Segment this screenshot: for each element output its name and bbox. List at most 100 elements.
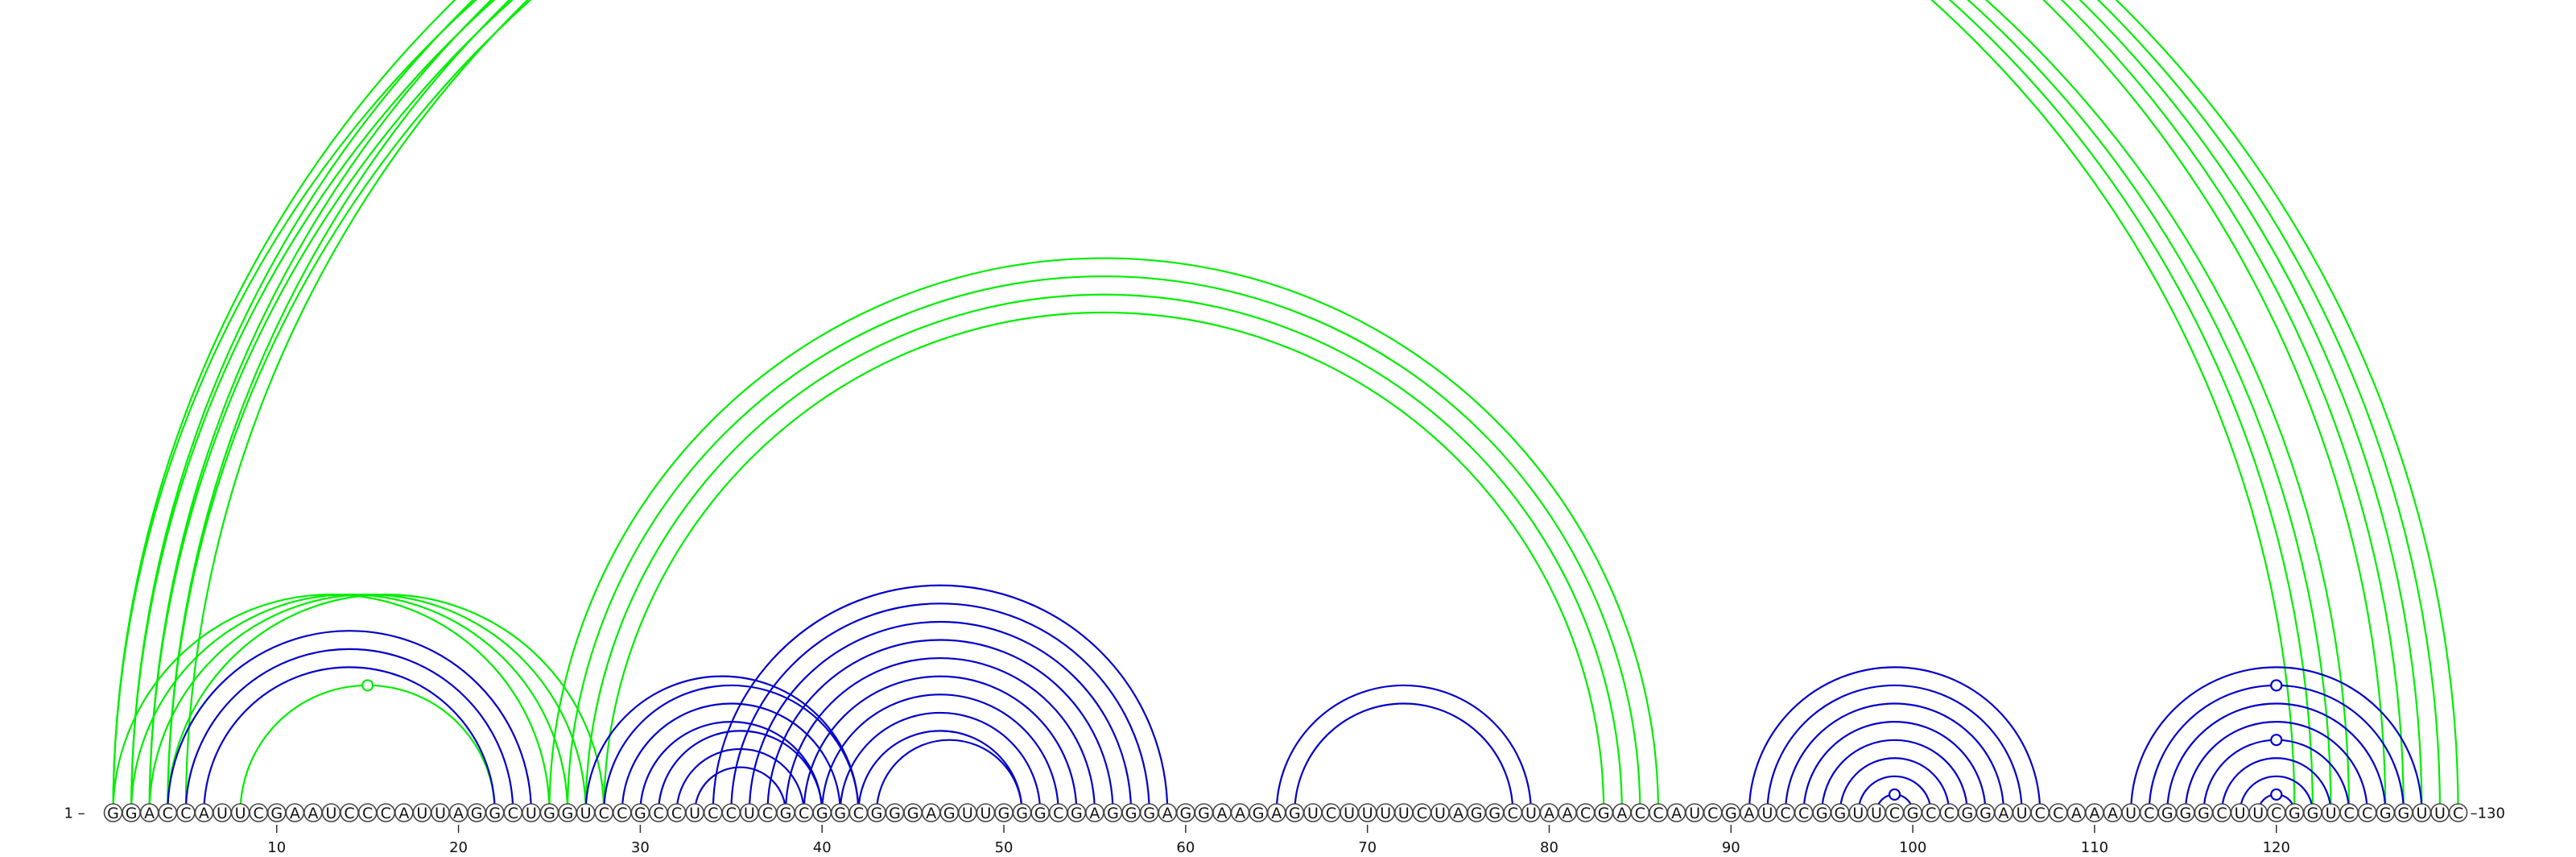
nucleotide-letter: G [943,805,956,822]
pseudoknot-base-pair-arc [584,293,1623,814]
nucleotide-letter: U [1398,805,1410,822]
nucleotide-letter: G [107,805,119,822]
nucleotide: C [1630,803,1650,822]
nucleotide: G [1012,803,1032,822]
nested-base-pair-arc [821,693,1059,814]
nested-base-pair-arc [675,747,805,814]
nucleotide-letter: C [671,805,682,822]
nucleotide-letter: G [1816,805,1828,822]
nucleotide: G [1975,803,1996,822]
nucleotide-letter: A [1671,805,1682,822]
nucleotide: C [1412,803,1432,822]
nucleotide-letter: U [235,805,246,822]
nucleotide-letter: C [853,805,864,822]
nucleotide-letter: C [1053,805,1063,822]
pseudoknot-base-pair-arc [566,275,1641,814]
nucleotide-letter: C [599,805,609,822]
nucleotide: A [2103,803,2123,822]
nested-base-pair-arc [748,621,1133,814]
nucleotide-letter: U [689,805,700,822]
nucleotide-letter: C [1889,805,1900,822]
sequence-start-label: 1 – [64,805,85,822]
nucleotide-letter: A [1271,805,1282,822]
nucleotide: U [1521,803,1541,822]
nucleotide: U [2230,803,2250,822]
nucleotide: A [1740,803,1759,822]
nucleotide: C [2048,803,2068,822]
arc-apex-marker [2270,788,2283,801]
nucleotide: U [1340,803,1359,822]
pseudoknot-base-pair-arc [167,0,2351,814]
pseudoknot-base-pair-arc [167,0,2440,813]
nucleotide: C [1048,803,1068,822]
nucleotide: G [776,803,795,822]
nucleotide-letter: U [2125,805,2136,822]
nucleotide: G [939,803,960,822]
nucleotide-letter: U [1362,805,1373,822]
nucleotide-letter: A [453,805,464,822]
nucleotide-letter: C [2053,805,2063,822]
nucleotide-letter: C [2144,805,2154,822]
nucleotide-letter: G [2180,805,2192,822]
nested-base-pair-arc [2220,757,2332,814]
axis-tick-label: 40 [813,839,832,856]
nucleotide: G [2376,803,2396,822]
nucleotide: G [1594,803,1614,822]
nucleotide-letter: C [2343,805,2354,822]
nucleotide-letter: A [1453,805,1463,822]
nucleotide: U [213,803,232,822]
nucleotide-letter: C [726,805,737,822]
nucleotide-letter: U [1852,805,1864,822]
nucleotide-letter: C [2035,805,2046,822]
nucleotide: G [994,803,1013,822]
nucleotide-letter: A [926,805,936,822]
nucleotide-letter: G [2161,805,2174,822]
nucleotide-letter: C [254,805,264,822]
nucleotide: G [2157,803,2178,822]
pseudoknot-base-pair-arc [186,0,2458,813]
nucleotide-letter: G [816,805,828,822]
nucleotide-letter: G [1198,805,1210,822]
arc-apex-marker [1888,788,1901,801]
nucleotide: C [1703,803,1723,822]
nucleotide: A [1085,803,1104,822]
nested-base-pair-arc [1275,684,1533,814]
nucleotide: G [2303,803,2322,822]
nucleotide: A [194,803,214,822]
nested-base-pair-arc [857,730,1023,814]
nucleotide-letter: C [617,805,627,822]
pseudoknot-base-pair-arc [131,0,2404,813]
nucleotide-letter: U [1762,805,1773,822]
nucleotide-letter: U [980,805,991,822]
nucleotide-letter: G [1907,805,1919,822]
arc-apex-marker [361,679,374,692]
nucleotide-letter: C [1635,805,1645,822]
nucleotide: C [357,803,378,822]
nucleotide-letter: C [1580,805,1591,822]
arcs-layer [114,0,2458,813]
nucleotide-letter: U [1435,805,1446,822]
nucleotide: C [2212,803,2231,822]
nucleotide: C [2448,803,2468,822]
nucleotide: U [576,803,596,822]
nucleotide-letter: C [163,805,173,822]
nucleotide: G [1958,803,1977,822]
nucleotide: A [303,803,323,822]
nucleotide: C [1575,803,1596,822]
nested-base-pair-arc [167,630,532,814]
nucleotide: C [1503,803,1523,822]
nucleotide-letter: G [2198,805,2210,822]
nucleotide: A [921,803,941,822]
nucleotide-letter: G [1143,805,1155,822]
nested-base-pair-arc [731,603,1149,813]
nucleotide: A [1666,803,1686,822]
nucleotide-letter: C [1780,805,1790,822]
nucleotide-letter: C [1707,805,1718,822]
nucleotide-letter: G [2307,805,2319,822]
nucleotide-letter: C [1944,805,1955,822]
nested-base-pair-arc [203,666,496,814]
nucleotide: U [2412,803,2432,822]
nucleotide-letter: G [1834,805,1846,822]
nucleotide-letter: G [1471,805,1483,822]
